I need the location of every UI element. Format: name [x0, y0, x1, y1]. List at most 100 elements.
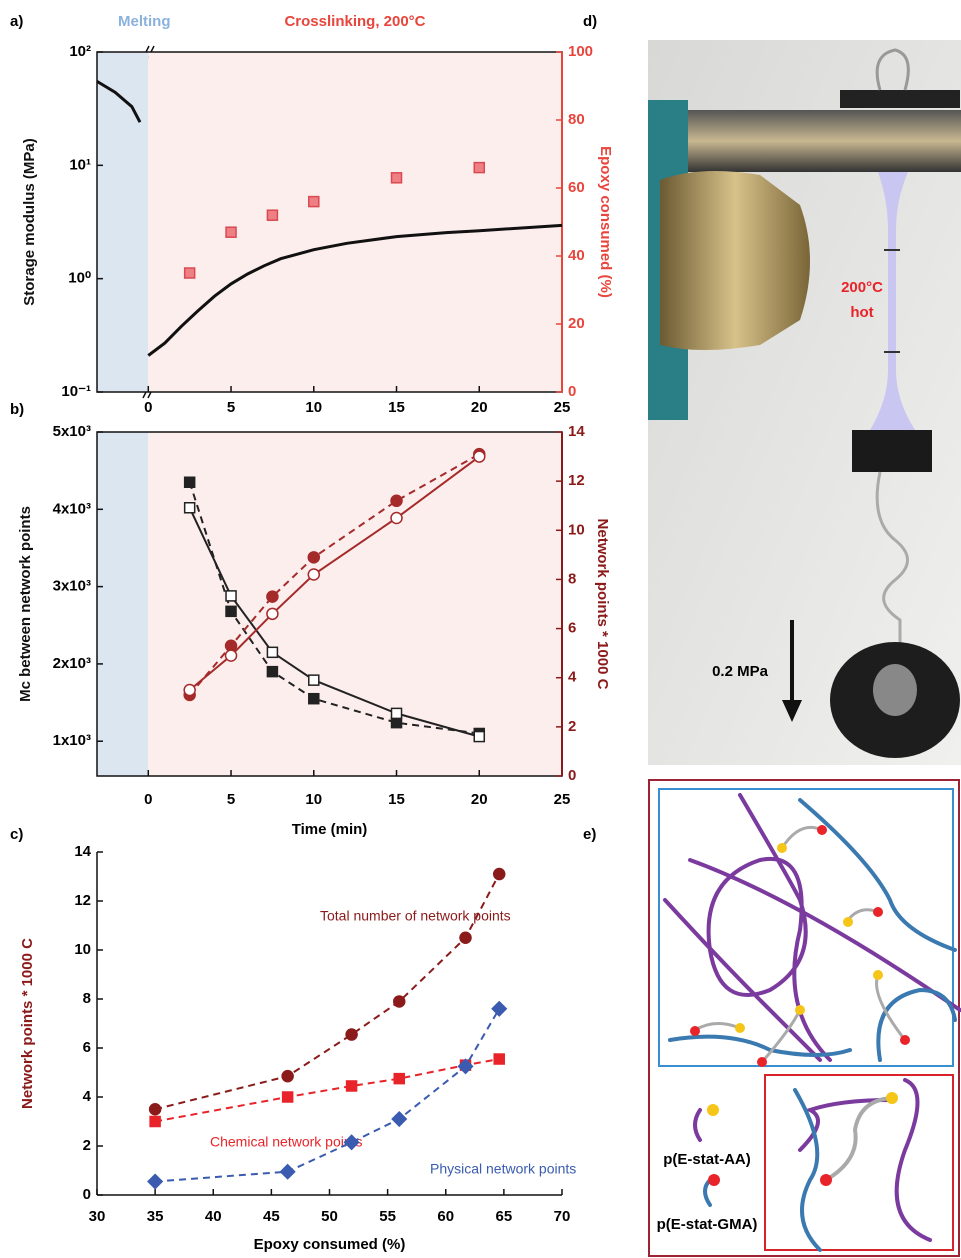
acid-group [795, 1005, 805, 1015]
x-tick-label: 65 [496, 1208, 513, 1225]
marker [225, 226, 237, 238]
top-clip [840, 90, 960, 108]
y-tick-label: 2 [83, 1137, 91, 1154]
x-tick-label: 10 [305, 399, 322, 416]
y-tick-label: 10 [74, 941, 91, 958]
series-label: Total number of network points [320, 908, 511, 924]
epoxy-group [757, 1057, 767, 1067]
x-tick-label: 35 [147, 1208, 164, 1225]
sample [870, 172, 915, 430]
heat-gun [660, 171, 810, 350]
series-line [154, 873, 501, 1111]
clip-wire [875, 48, 910, 91]
region-label: Crosslinking, 200°C [284, 13, 425, 30]
y2-tick-label: 60 [568, 179, 585, 196]
hot-label: 200°C [841, 279, 883, 296]
y2-tick-label: 100 [568, 43, 593, 60]
series-line [96, 80, 563, 357]
marker [225, 590, 237, 602]
x-tick-label: 0 [144, 399, 152, 416]
x-tick-label: 0 [144, 791, 152, 808]
x-tick-label: 50 [321, 1208, 338, 1225]
aa-chain [688, 858, 961, 1012]
chart: b) 0 5 10 15 20 25 1x10³ 2x10³ 3x10³ 4x10³ 5x10³ 0 2 4… [10, 401, 611, 838]
acid-group [843, 917, 853, 927]
y2-tick-label: 20 [568, 315, 585, 332]
y-axis-label: Mc between network points [17, 506, 34, 702]
stress-arrowhead [782, 700, 802, 722]
y-tick-label: 0 [83, 1186, 91, 1203]
link [780, 825, 824, 850]
marker [266, 646, 279, 659]
y-tick-label: 10⁻¹ [61, 383, 91, 400]
x-tick-label: 60 [437, 1208, 454, 1225]
y-tick-label: 5x10³ [53, 423, 91, 440]
marker [390, 511, 403, 525]
marker [308, 692, 320, 705]
marker [393, 1072, 405, 1085]
marker [343, 1134, 360, 1151]
network-frame [658, 788, 954, 1067]
y-tick-label: 12 [74, 892, 91, 909]
series-line [189, 455, 480, 691]
polymer-label: p(E-stat-GMA) [657, 1216, 758, 1233]
marker [281, 1069, 294, 1083]
marker [393, 995, 406, 1008]
series-line [188, 453, 480, 696]
y-tick-label: 2x10³ [53, 655, 91, 672]
gma-icon [703, 1178, 712, 1207]
x-tick-label: 55 [379, 1208, 396, 1225]
panel-label: c) [10, 826, 23, 843]
chart: c) 30 35 40 45 50 55 60 65 70 0 2 4 6 8 10 12 14 Network p… [10, 826, 576, 1253]
x-tick-label: 30 [89, 1208, 106, 1225]
x-axis-label: Epoxy consumed (%) [254, 1236, 406, 1253]
marker [307, 551, 321, 564]
y2-tick-label: 80 [568, 111, 585, 128]
y-tick-label: 10¹ [69, 156, 91, 173]
y2-axis-label: Epoxy consumed (%) [597, 146, 614, 298]
hot-label: hot [850, 304, 873, 321]
link [693, 1022, 742, 1032]
marker [390, 716, 403, 729]
panel-label: b) [10, 401, 24, 418]
y2-tick-label: 10 [568, 521, 585, 538]
marker [266, 607, 279, 621]
marker [345, 1028, 358, 1041]
y-tick-label: 4 [83, 1088, 92, 1105]
x-tick-label: 45 [263, 1208, 280, 1225]
x-tick-label: 40 [205, 1208, 222, 1225]
x-tick-label: 70 [554, 1208, 571, 1225]
epoxy-group [817, 825, 827, 835]
acid-group [735, 1023, 745, 1033]
y-axis-label: Network points * 1000 C [19, 938, 36, 1109]
series-line [188, 481, 480, 735]
y-tick-label: 1x10³ [53, 732, 91, 749]
epoxy-group [690, 1026, 700, 1036]
aa-chain [706, 793, 832, 1062]
link [824, 1096, 894, 1182]
hook [875, 471, 909, 690]
marker [391, 1110, 408, 1128]
marker [308, 674, 320, 686]
acid-group [886, 1092, 898, 1104]
series-label: Chemical network points [210, 1134, 363, 1150]
series-line [188, 507, 480, 738]
marker [148, 1103, 162, 1116]
bottom-clip [852, 430, 932, 472]
marker [266, 590, 279, 603]
marker [473, 161, 486, 174]
diagram [648, 779, 961, 1257]
marker [473, 450, 486, 463]
acid-group [873, 970, 883, 980]
series-line [155, 1008, 501, 1183]
y2-tick-label: 8 [568, 570, 576, 587]
x-tick-label: 20 [471, 791, 488, 808]
gma-chain [668, 1034, 852, 1057]
marker [183, 267, 196, 279]
marker [492, 867, 506, 881]
detail-frame [764, 1074, 954, 1251]
x-tick-label: 5 [227, 399, 235, 416]
y-tick-label: 4x10³ [53, 500, 91, 517]
region-label: Melting [118, 13, 171, 30]
epoxy-group [900, 1035, 910, 1045]
